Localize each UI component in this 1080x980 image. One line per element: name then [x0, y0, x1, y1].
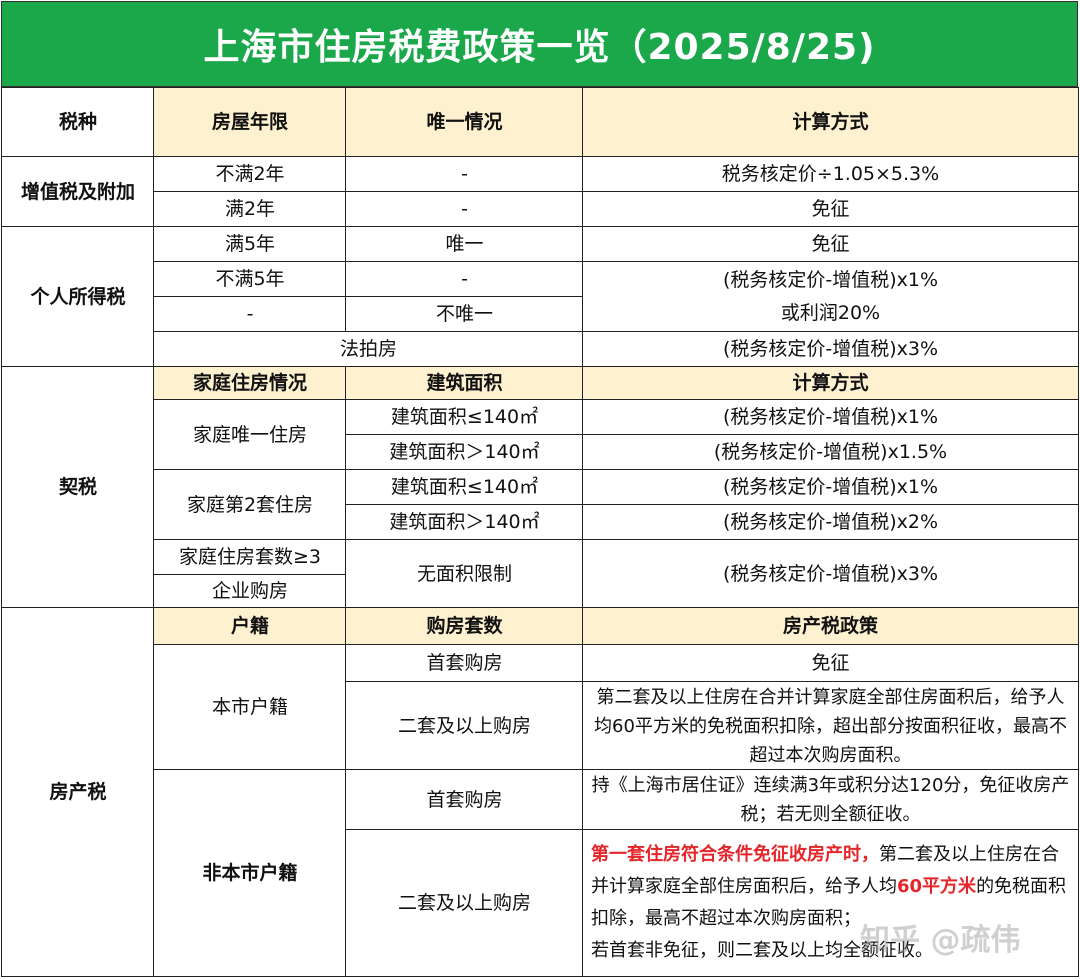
table-cell: (税务核定价-增值税)x1.5%: [582, 434, 1079, 471]
table-cell: 免征: [582, 191, 1079, 228]
deed-header-family: 家庭住房情况: [153, 366, 347, 401]
table-cell: 免征: [582, 226, 1079, 263]
table-cell: 建筑面积≤140㎡: [345, 469, 584, 506]
header-calc: 计算方式: [582, 87, 1079, 158]
table-cell: -: [153, 296, 347, 333]
table-cell: (税务核定价-增值税)x1%: [582, 399, 1079, 436]
table-cell: 首套购房: [345, 644, 584, 683]
table-cell: -: [345, 191, 584, 228]
nonlocal-second-policy: 第一套住房符合条件免征收房产时，第二套及以上住房在合并计算家庭全部住房面积后，给…: [582, 829, 1079, 977]
table-cell: 家庭唯一住房: [153, 399, 347, 471]
pit-merged-calc: (税务核定价-增值税)x1% 或利润20%: [582, 261, 1079, 333]
table-cell: 建筑面积＞140㎡: [345, 434, 584, 471]
property-header-policy: 房产税政策: [582, 607, 1079, 646]
table-cell: 家庭住房套数≥3: [153, 539, 347, 576]
calc-line: (税务核定价-增值税)x1%: [722, 269, 939, 291]
table-cell: 税务核定价÷1.05×5.3%: [582, 156, 1079, 193]
table-cell: (税务核定价-增值税)x2%: [582, 504, 1079, 541]
table-cell: -: [345, 156, 584, 193]
property-header-count: 购房套数: [345, 607, 584, 646]
table-cell: 二套及以上购房: [345, 829, 584, 977]
property-header-hukou: 户籍: [153, 607, 347, 646]
table-cell: 持《上海市居住证》连续满3年或积分达120分，免征收房产税；若无则全额征收。: [582, 769, 1079, 831]
table-cell: 满2年: [153, 191, 347, 228]
calc-line: 或利润20%: [780, 302, 881, 324]
table-cell: 本市户籍: [153, 644, 347, 771]
header-uniqueness: 唯一情况: [345, 87, 584, 158]
vat-name: 增值税及附加: [1, 156, 155, 228]
page-title: 上海市住房税费政策一览（2025/8/25): [1, 1, 1078, 87]
table-cell: (税务核定价-增值税)x1%: [582, 469, 1079, 506]
table-cell: 建筑面积≤140㎡: [345, 399, 584, 436]
table-cell: 建筑面积＞140㎡: [345, 504, 584, 541]
header-tax-type: 税种: [1, 87, 155, 158]
table-cell: 首套购房: [345, 769, 584, 831]
table-cell: 家庭第2套住房: [153, 469, 347, 541]
highlight-text: 第一套住房符合条件免征收房产时，: [591, 844, 879, 865]
table-cell: 非本市户籍: [153, 769, 347, 977]
table-cell: 二套及以上购房: [345, 681, 584, 771]
table-cell: -: [345, 261, 584, 298]
highlight-text: 60平方米: [897, 876, 977, 897]
header-house-age: 房屋年限: [153, 87, 347, 158]
table-cell: 唯一: [345, 226, 584, 263]
table-cell: (税务核定价-增值税)x3%: [582, 331, 1079, 368]
table-cell: 免征: [582, 644, 1079, 683]
deed-name: 契税: [1, 366, 155, 609]
table-cell: 不满5年: [153, 261, 347, 298]
table-cell: 无面积限制: [345, 539, 584, 609]
policy-text: 若首套非免征，则二套及以上均全额征收。: [591, 940, 933, 961]
table-cell: 满5年: [153, 226, 347, 263]
table-cell: (税务核定价-增值税)x3%: [582, 539, 1079, 609]
policy-text: 第二套及以上住房在合并计算家庭全部住房面积后，给予人均: [591, 844, 1059, 897]
table-cell: 第二套及以上住房在合并计算家庭全部住房面积后，给予人均60平方米的免税面积扣除，…: [582, 681, 1079, 771]
policy-text: 的免税面积扣除，最高不超过本次购房面积；: [591, 876, 1067, 929]
property-name: 房产税: [1, 607, 155, 977]
table-cell: 不唯一: [345, 296, 584, 333]
deed-header-area: 建筑面积: [345, 366, 584, 401]
table-cell: 法拍房: [153, 331, 584, 368]
table-cell: 不满2年: [153, 156, 347, 193]
table-cell: 企业购房: [153, 574, 347, 609]
deed-header-calc: 计算方式: [582, 366, 1079, 401]
pit-name: 个人所得税: [1, 226, 155, 368]
